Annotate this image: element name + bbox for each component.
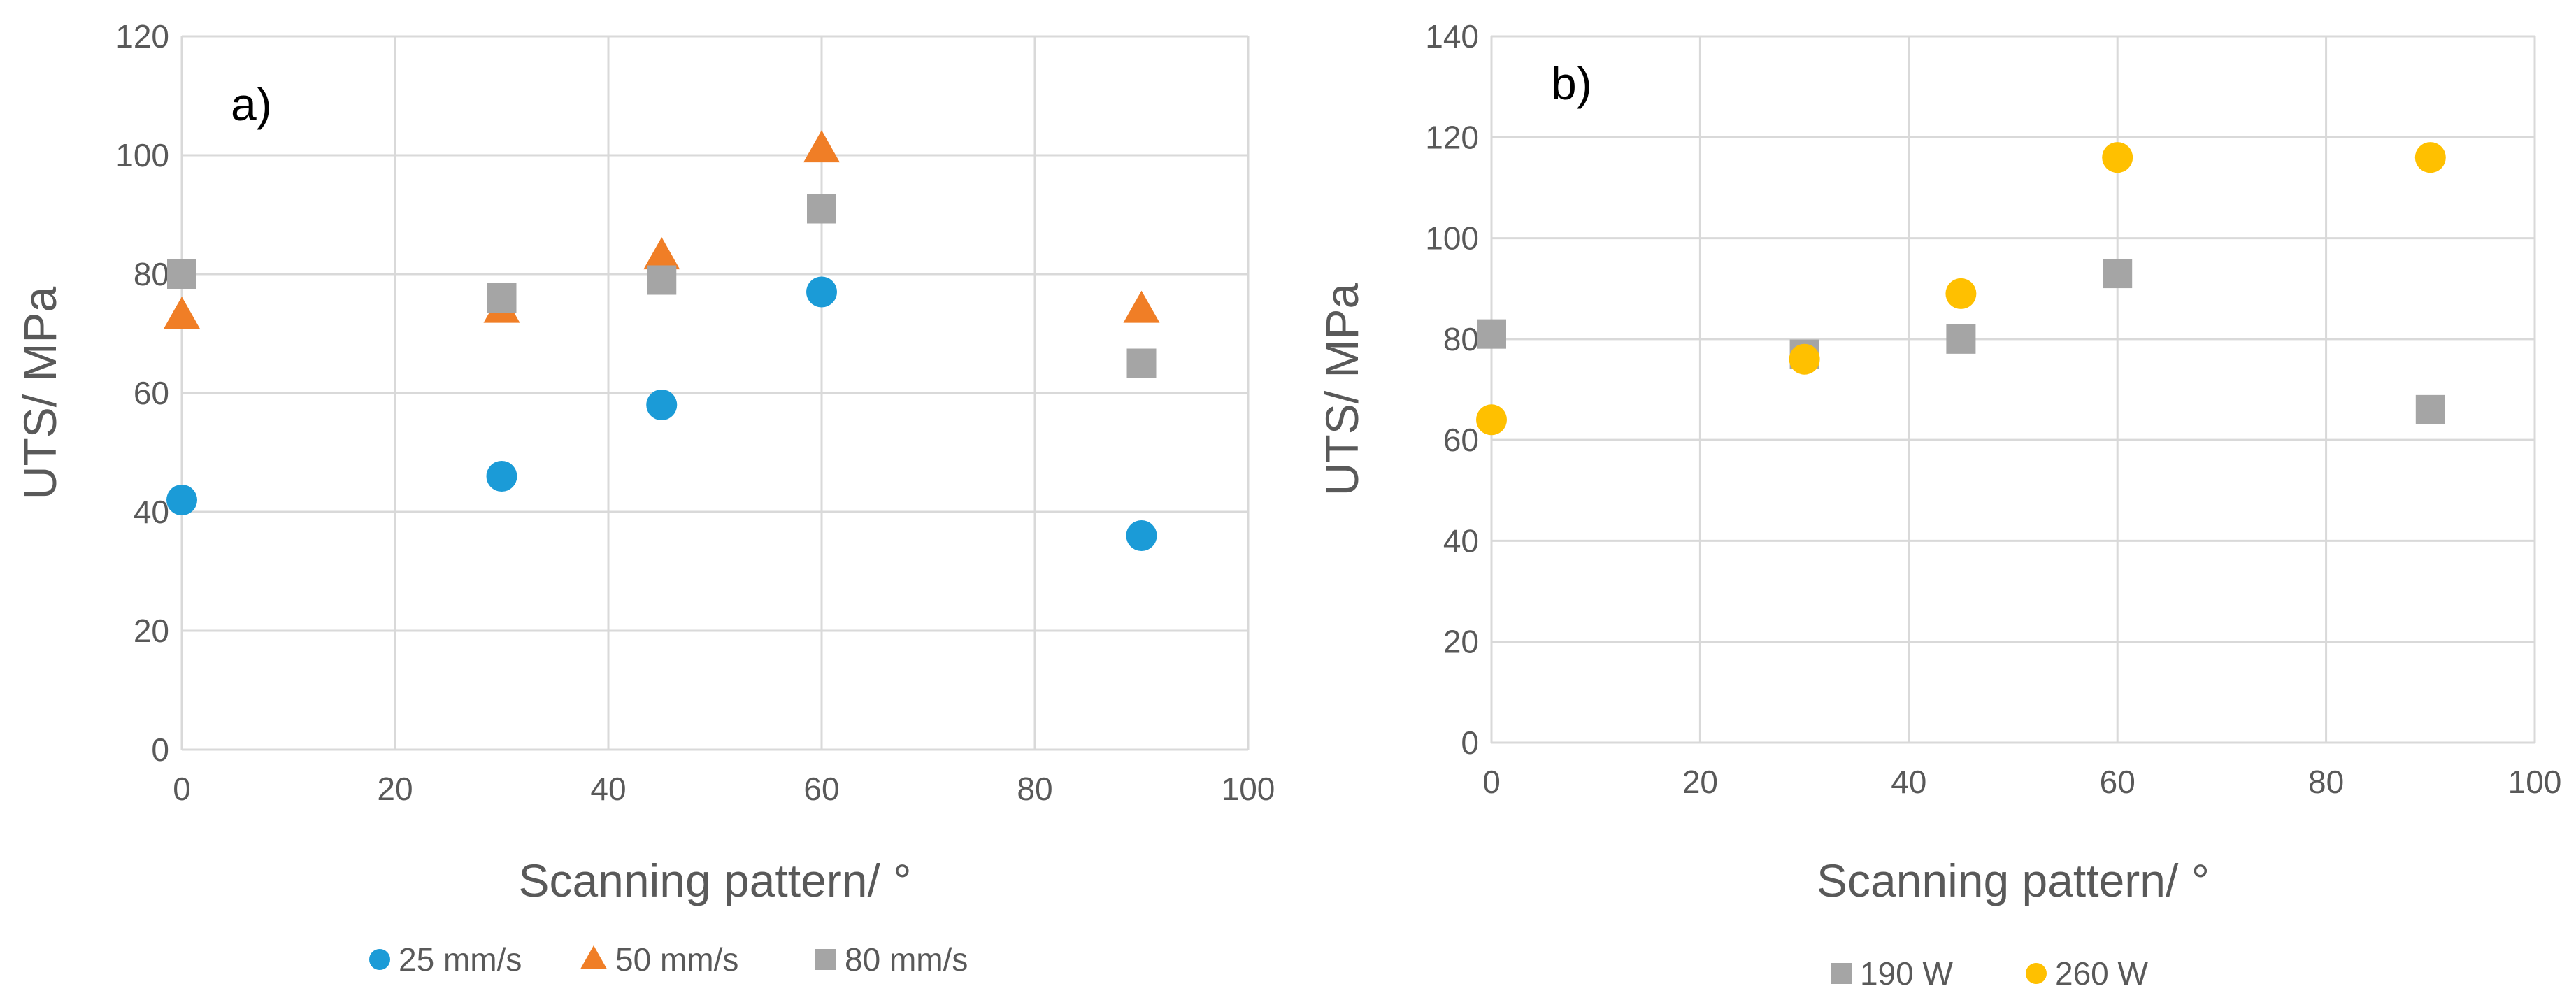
data-point [646, 390, 678, 420]
series-260-w [1476, 142, 2446, 436]
data-point [1789, 343, 1820, 375]
data-point [643, 237, 680, 270]
data-point [167, 259, 196, 289]
data-point [486, 461, 517, 492]
data-point [1123, 290, 1160, 323]
data-point [1476, 404, 1507, 436]
y-tick-label: 80 [1443, 321, 1479, 357]
legend-item: 25 mm/s [369, 941, 522, 978]
legend-label: 260 W [2055, 955, 2149, 992]
data-point [807, 194, 836, 224]
legend-label: 50 mm/s [615, 941, 738, 978]
y-tick-label: 100 [115, 137, 169, 173]
legend-marker [369, 949, 390, 970]
y-axis-title: UTS/ MPa [1316, 283, 1368, 497]
x-tick-label: 100 [1222, 771, 1275, 807]
x-tick-label: 60 [803, 771, 839, 807]
legend-label: 190 W [1860, 955, 1954, 992]
y-tick-label: 20 [1443, 624, 1479, 660]
x-tick-label: 100 [2508, 764, 2562, 800]
y-tick-label: 120 [115, 18, 169, 55]
chart-b: 0 20 40 60 80 100 120 140 0 20 40 60 80 100 Scanning p… [1316, 18, 2561, 992]
x-tick-label: 80 [2308, 764, 2344, 800]
y-tick-label: 40 [134, 494, 169, 530]
data-point [1945, 278, 1977, 309]
legend-marker [2026, 963, 2047, 984]
x-tick-label: 0 [1482, 764, 1501, 800]
x-tick-label: 0 [173, 771, 191, 807]
x-tick-label: 20 [1682, 764, 1718, 800]
legend-item: 190 W [1831, 955, 1954, 992]
x-tick-label: 80 [1017, 771, 1052, 807]
series-25-mm-s [166, 276, 1157, 551]
data-point [1126, 348, 1157, 378]
data-point [1126, 520, 1157, 551]
y-tick-label: 20 [134, 613, 169, 649]
legend-label: 80 mm/s [845, 941, 968, 978]
series-50-mm-s [164, 130, 1160, 329]
y-tick-label: 0 [151, 731, 169, 768]
plot-area [1491, 36, 2535, 743]
x-tick-label: 20 [377, 771, 413, 807]
data-point [806, 276, 837, 308]
y-tick-label: 100 [1425, 220, 1479, 257]
legend-item: 260 W [2026, 955, 2149, 992]
x-tick-label: 40 [1891, 764, 1926, 800]
data-point [1477, 319, 1506, 349]
data-point [166, 485, 197, 515]
legend-item: 50 mm/s [580, 941, 738, 978]
legend-label: 25 mm/s [399, 941, 522, 978]
y-tick-label: 60 [134, 375, 169, 411]
y-tick-label: 0 [1461, 724, 1479, 761]
y-axis-title: UTS/ MPa [14, 287, 66, 500]
chart-a: 0 20 40 60 80 100 120 0 20 40 60 80 100 Scanning patt… [14, 18, 1275, 978]
x-axis-title: Scanning pattern/ ° [1817, 855, 2210, 906]
x-tick-label: 60 [2100, 764, 2135, 800]
data-point [487, 283, 517, 313]
panel-label: a) [231, 78, 272, 130]
x-tick-label: 40 [590, 771, 626, 807]
data-point [2414, 142, 2446, 173]
y-tick-label: 80 [134, 256, 169, 292]
data-point [2102, 142, 2133, 173]
y-tick-label: 120 [1425, 119, 1479, 155]
y-tick-label: 140 [1425, 18, 1479, 55]
legend-marker [580, 945, 607, 969]
x-axis-title: Scanning pattern/ ° [518, 855, 911, 906]
legend-marker [815, 949, 836, 970]
data-point [647, 265, 677, 295]
data-point [803, 130, 840, 163]
data-point [2103, 259, 2133, 289]
legend-item: 80 mm/s [815, 941, 968, 978]
y-tick-label: 60 [1443, 422, 1479, 458]
panel-label: b) [1551, 57, 1592, 109]
series-80-mm-s [167, 194, 1157, 378]
data-point [1946, 324, 1976, 354]
legend-marker [1831, 963, 1852, 984]
data-point [2415, 394, 2445, 424]
y-tick-label: 40 [1443, 522, 1479, 559]
data-point [164, 297, 200, 329]
